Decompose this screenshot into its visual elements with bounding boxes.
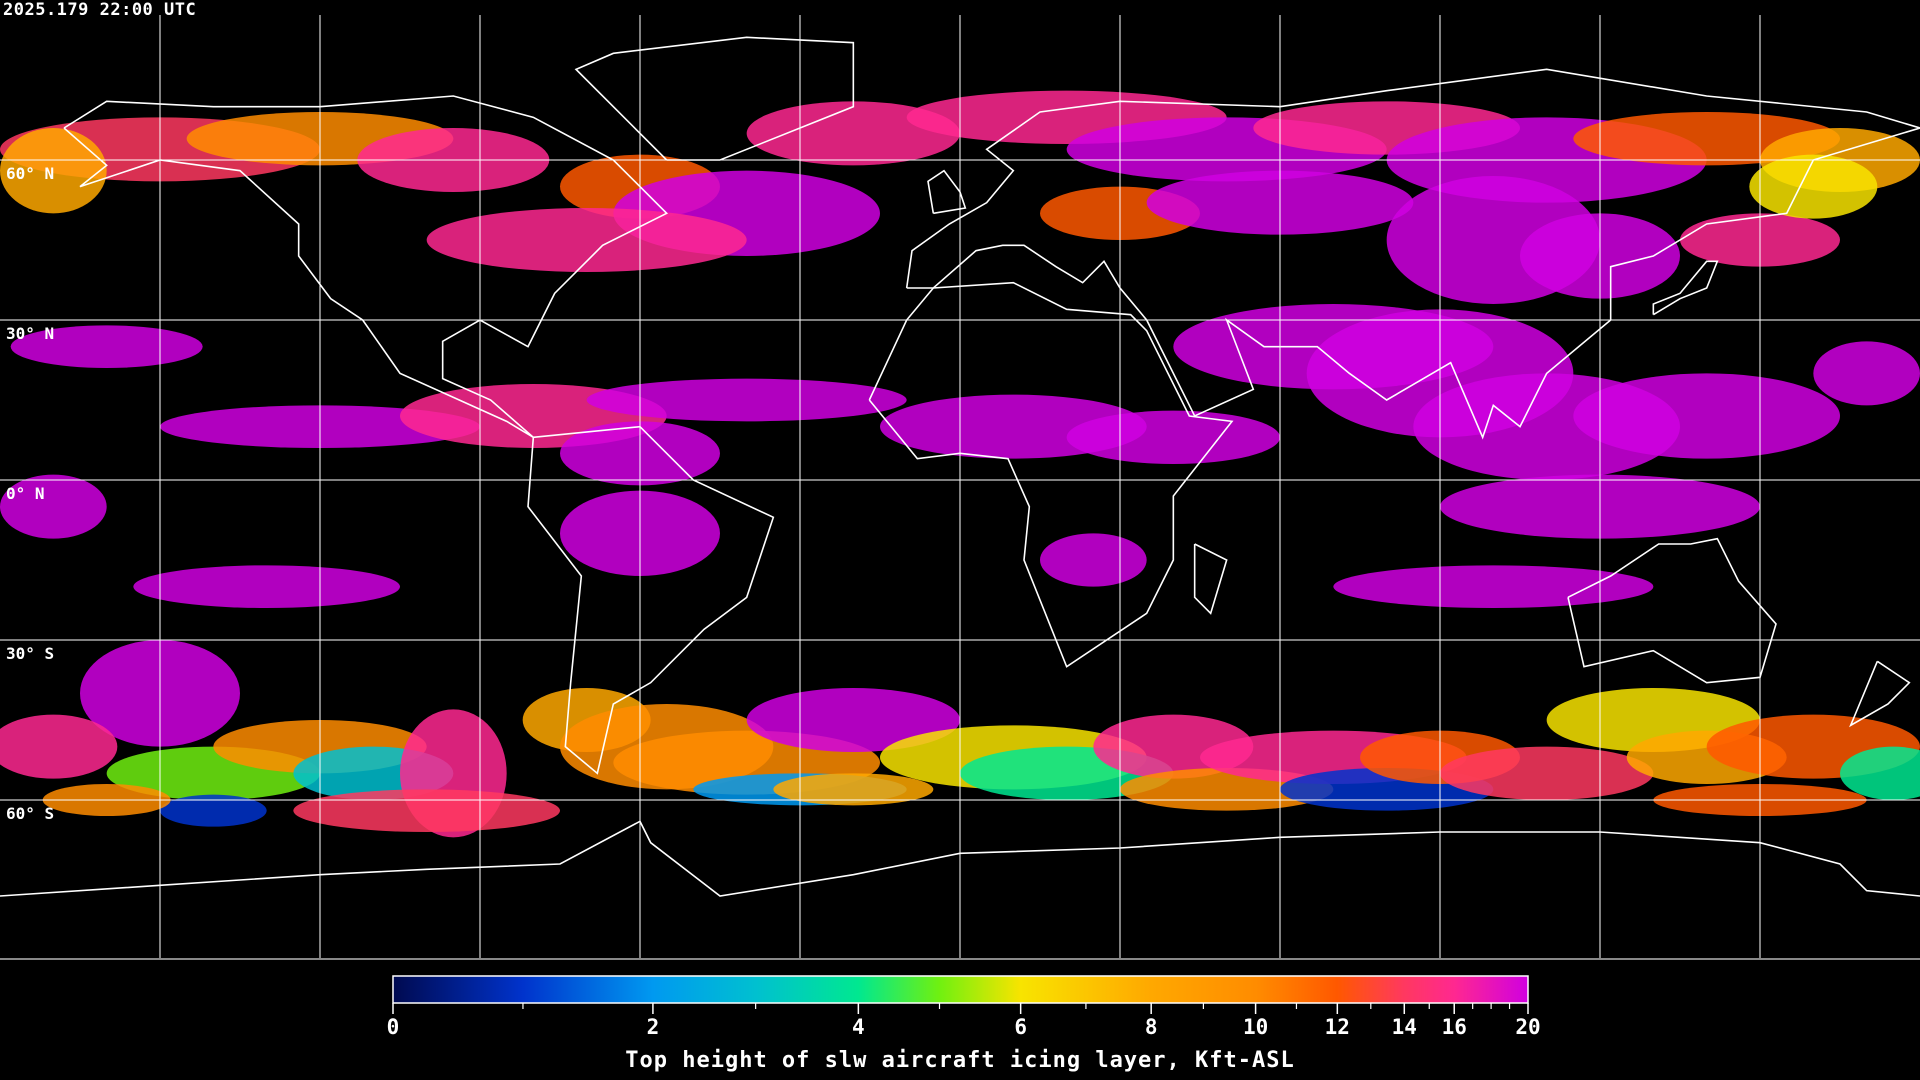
colorbar-tick-label: 8 [1145,1015,1158,1039]
lat-label-30n: 30° N [6,324,55,343]
icing-region [1066,410,1280,464]
icing-region [426,208,747,272]
icing-region [10,325,203,368]
lat-label-60n: 60° N [6,164,55,183]
colorbar-tick-label: 12 [1325,1015,1350,1039]
icing-region [160,794,267,827]
colorbar-tick-label: 10 [1243,1015,1268,1039]
icing-region [773,773,934,806]
coastline [905,68,1920,440]
icing-region [1813,341,1920,406]
colorbar-tick-label: 6 [1014,1015,1027,1039]
icing-region [133,565,400,608]
coastline [527,425,775,775]
coastlines [0,36,1920,897]
colorbar-tick-label: 2 [647,1015,660,1039]
colorbar-title: Top height of slw aircraft icing layer, … [625,1048,1295,1073]
icing-region [0,128,107,214]
lat-label-30s: 30° S [6,644,55,663]
colorbar: 0 2 4 6 8 10 12 14 16 20 [387,975,1541,1039]
icing-map [0,15,1920,960]
coastline [1849,660,1911,728]
colorbar-gradient [392,975,1529,1004]
icing-field [0,90,1920,838]
lat-label-0n: 0° N [6,484,45,503]
colorbar-tick-label: 4 [852,1015,865,1039]
coastline [1567,537,1777,684]
icing-region [0,474,107,539]
icing-region [1749,154,1878,219]
colorbar-tick-label: 0 [387,1015,400,1039]
timestamp: 2025.179 22:00 UTC [3,0,197,20]
colorbar-tick-label: 14 [1392,1015,1417,1039]
colorbar-tick-label: 16 [1442,1015,1467,1039]
icing-region [293,789,560,832]
icing-region [1040,533,1147,587]
icing-region [586,378,907,422]
coastline [868,281,1234,668]
coastline [1652,260,1719,316]
lat-label-60s: 60° S [6,804,55,823]
lat-lon-grid [0,15,1920,958]
icing-region [1333,565,1654,608]
coastline [1193,543,1228,615]
coastline [0,820,1920,897]
icing-region [1840,746,1920,800]
icing-region [0,714,118,779]
colorbar-tick-label: 20 [1515,1015,1540,1039]
icing-region [1440,746,1654,800]
icing-region [1573,373,1840,459]
